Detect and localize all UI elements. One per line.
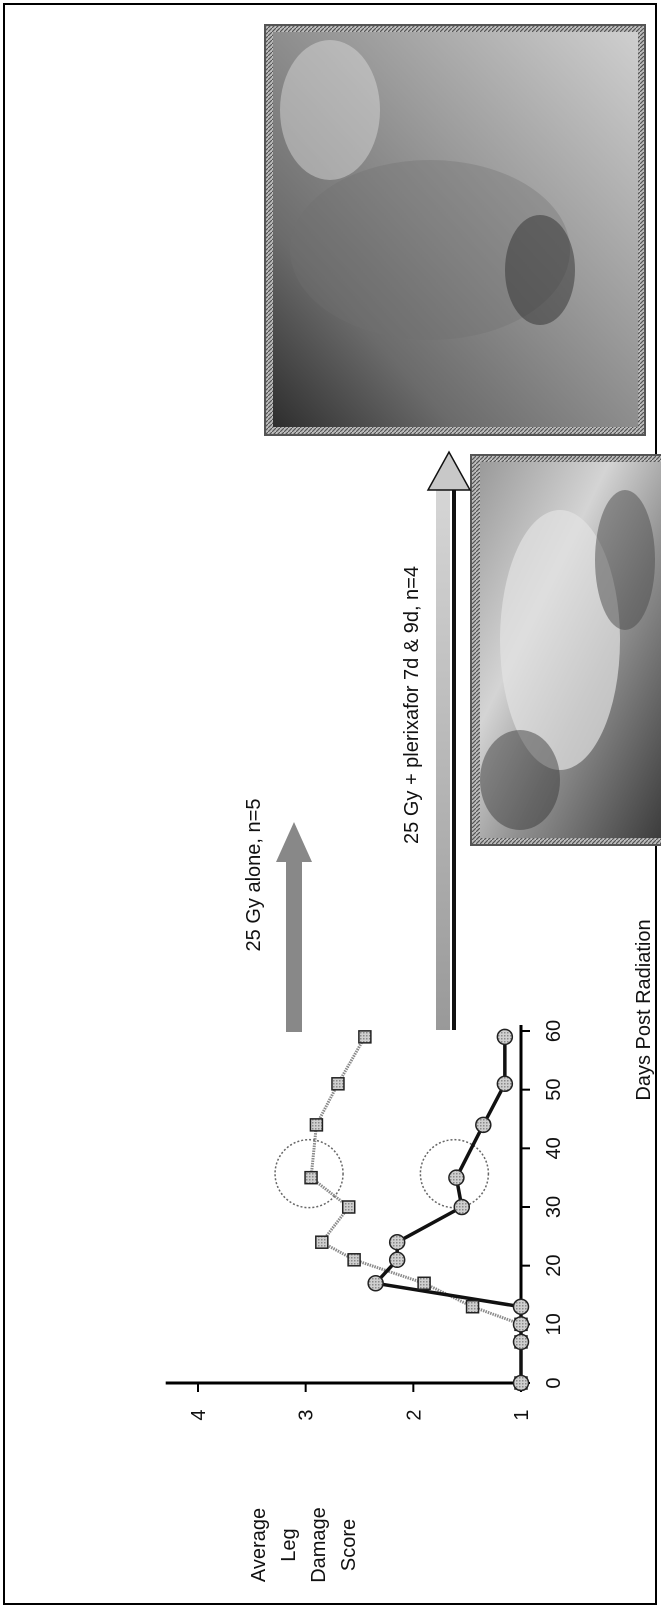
highlight-circle (274, 1138, 344, 1209)
data-point-plerixafor (512, 1316, 530, 1333)
photo-25gy-alone (470, 454, 661, 846)
data-point-plerixafor (496, 1075, 514, 1093)
x-tick-label: 60 (543, 1020, 565, 1042)
y-axis-label-line-3: Damage (308, 1507, 330, 1583)
arrow-plerixafor (426, 450, 472, 1030)
data-point-25gy-alone (465, 1299, 480, 1314)
data-point-plerixafor (453, 1198, 471, 1216)
data-point-plerixafor (475, 1116, 492, 1134)
data-point-25gy-alone (417, 1276, 431, 1291)
data-point-25gy-alone (347, 1253, 361, 1267)
x-tick-label: 20 (543, 1255, 565, 1277)
data-point-25gy-alone (304, 1170, 318, 1185)
y-axis-label-line-1: Average (248, 1508, 270, 1582)
data-point-plerixafor (448, 1169, 465, 1186)
y-tick-label: 3 (296, 1409, 318, 1420)
data-point-25gy-alone (315, 1235, 329, 1249)
data-point-25gy-alone (309, 1118, 324, 1132)
x-tick-label: 40 (543, 1137, 565, 1159)
y-tick-label: 4 (188, 1409, 210, 1420)
data-point-plerixafor (496, 1028, 514, 1046)
y-axis-label-line-2: Leg (278, 1528, 300, 1561)
data-point-25gy-alone (358, 1030, 372, 1044)
x-tick-label: 30 (543, 1196, 565, 1218)
y-axis-label: Average Leg Damage Score (248, 1507, 360, 1583)
arrow-25gy-alone (276, 822, 312, 1032)
y-tick-label: 2 (403, 1409, 425, 1420)
data-point-plerixafor (512, 1374, 530, 1392)
y-tick-label: 1 (511, 1409, 533, 1420)
data-point-plerixafor (388, 1251, 406, 1269)
x-tick-label: 50 (543, 1079, 565, 1101)
x-tick-label: 10 (543, 1313, 565, 1335)
data-point-plerixafor (388, 1233, 406, 1251)
data-point-plerixafor (512, 1298, 530, 1315)
y-axis-label-line-4: Score (338, 1519, 360, 1571)
data-point-25gy-alone (341, 1200, 356, 1214)
photo-plerixafor (264, 24, 646, 436)
data-point-plerixafor (512, 1333, 530, 1351)
data-point-25gy-alone (331, 1077, 345, 1091)
legend-plerixafor: 25 Gy + plerixafor 7d & 9d, n=4 (401, 566, 423, 844)
data-point-plerixafor (367, 1275, 384, 1292)
legend-25gy-alone: 25 Gy alone, n=5 (243, 799, 265, 952)
x-axis-label: Days Post Radiation (633, 919, 655, 1100)
x-tick-label: 0 (543, 1377, 565, 1388)
